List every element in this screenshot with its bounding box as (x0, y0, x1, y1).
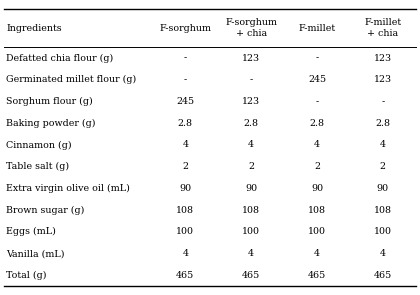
Text: Brown sugar (g): Brown sugar (g) (6, 206, 85, 215)
Text: -: - (315, 97, 319, 106)
Text: 4: 4 (314, 249, 320, 258)
Text: 100: 100 (374, 227, 392, 236)
Text: Sorghum flour (g): Sorghum flour (g) (6, 97, 93, 106)
Text: F-millet: F-millet (299, 24, 336, 32)
Text: 90: 90 (245, 184, 257, 193)
Text: Cinnamon (g): Cinnamon (g) (6, 140, 72, 150)
Text: 108: 108 (308, 206, 326, 215)
Text: 465: 465 (176, 271, 194, 280)
Text: F-sorghum: F-sorghum (159, 24, 211, 32)
Text: Ingredients: Ingredients (6, 24, 62, 32)
Text: 465: 465 (308, 271, 326, 280)
Text: 108: 108 (176, 206, 194, 215)
Text: 108: 108 (374, 206, 392, 215)
Text: 4: 4 (380, 249, 386, 258)
Text: 4: 4 (248, 140, 254, 150)
Text: F-millet
+ chia: F-millet + chia (364, 18, 402, 38)
Text: 4: 4 (314, 140, 320, 150)
Text: 2.8: 2.8 (244, 119, 259, 128)
Text: 465: 465 (242, 271, 260, 280)
Text: 2: 2 (182, 162, 188, 171)
Text: 2.8: 2.8 (310, 119, 325, 128)
Text: 4: 4 (182, 249, 188, 258)
Text: Extra virgin olive oil (mL): Extra virgin olive oil (mL) (6, 184, 130, 193)
Text: 2: 2 (380, 162, 386, 171)
Text: 100: 100 (176, 227, 194, 236)
Text: Vanilla (mL): Vanilla (mL) (6, 249, 65, 258)
Text: 100: 100 (308, 227, 326, 236)
Text: -: - (184, 75, 187, 84)
Text: -: - (315, 54, 319, 63)
Text: 123: 123 (374, 75, 392, 84)
Text: 465: 465 (374, 271, 392, 280)
Text: 90: 90 (377, 184, 389, 193)
Text: 123: 123 (242, 97, 260, 106)
Text: 245: 245 (176, 97, 194, 106)
Text: Defatted chia flour (g): Defatted chia flour (g) (6, 53, 113, 63)
Text: 4: 4 (380, 140, 386, 150)
Text: Total (g): Total (g) (6, 271, 47, 280)
Text: 4: 4 (248, 249, 254, 258)
Text: 2: 2 (314, 162, 320, 171)
Text: -: - (184, 54, 187, 63)
Text: -: - (249, 75, 253, 84)
Text: 123: 123 (242, 54, 260, 63)
Text: 4: 4 (182, 140, 188, 150)
Text: Germinated millet flour (g): Germinated millet flour (g) (6, 75, 136, 84)
Text: Eggs (mL): Eggs (mL) (6, 227, 56, 236)
Text: 90: 90 (179, 184, 192, 193)
Text: 2.8: 2.8 (178, 119, 193, 128)
Text: 108: 108 (242, 206, 260, 215)
Text: F-sorghum
+ chia: F-sorghum + chia (225, 18, 277, 38)
Text: 100: 100 (242, 227, 260, 236)
Text: Table salt (g): Table salt (g) (6, 162, 69, 171)
Text: 2: 2 (248, 162, 254, 171)
Text: Baking powder (g): Baking powder (g) (6, 119, 96, 128)
Text: -: - (381, 97, 384, 106)
Text: 90: 90 (311, 184, 323, 193)
Text: 123: 123 (374, 54, 392, 63)
Text: 245: 245 (308, 75, 326, 84)
Text: 2.8: 2.8 (375, 119, 390, 128)
